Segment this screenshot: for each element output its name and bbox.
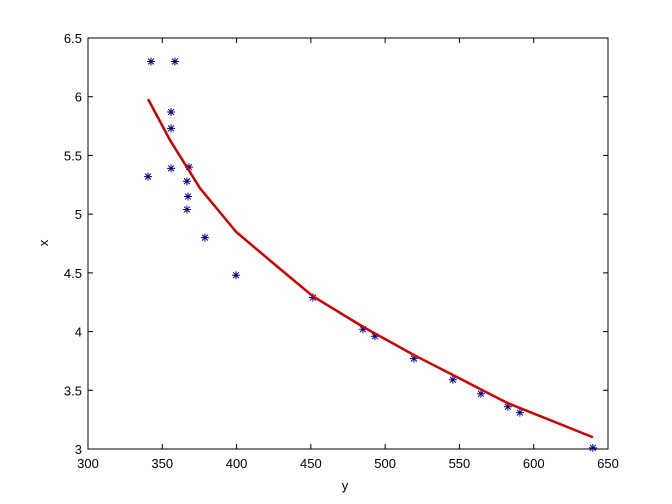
y-tick-label: 3: [75, 442, 82, 457]
x-tick-label: 450: [300, 456, 322, 471]
y-tick-label: 3.5: [64, 383, 82, 398]
x-tick-label: 550: [449, 456, 471, 471]
data-point: [515, 408, 524, 417]
data-point: [167, 124, 176, 133]
x-tick-label: 350: [151, 456, 173, 471]
axes-box: [87, 37, 609, 450]
y-tick-label: 6: [75, 90, 82, 105]
x-axis-label: y: [342, 478, 349, 493]
x-tick-label: 400: [226, 456, 248, 471]
fit-curve: [146, 98, 594, 439]
x-tick-label: 650: [597, 456, 619, 471]
y-tick-label: 6.5: [64, 31, 82, 46]
data-point: [182, 177, 191, 186]
data-point: [476, 389, 485, 398]
x-tick-label: 500: [374, 456, 396, 471]
data-point: [370, 332, 379, 341]
data-point: [170, 57, 179, 66]
x-tick-label: 600: [523, 456, 545, 471]
data-point: [167, 164, 176, 173]
y-tick-label: 5: [75, 207, 82, 222]
data-point: [448, 375, 457, 384]
data-point: [182, 205, 191, 214]
y-axis-label: x: [36, 239, 51, 246]
data-point: [588, 443, 597, 452]
data-point: [503, 402, 512, 411]
y-tick-label: 4: [75, 325, 82, 340]
x-tick-label: 300: [77, 456, 99, 471]
data-point: [231, 271, 240, 280]
data-point: [167, 107, 176, 116]
y-tick-label: 5.5: [64, 148, 82, 163]
data-point: [146, 57, 155, 66]
data-point: [409, 354, 418, 363]
data-point: [185, 163, 194, 172]
data-point: [144, 172, 153, 181]
data-point: [200, 233, 209, 242]
data-point: [359, 325, 368, 334]
data-point: [183, 192, 192, 201]
y-tick-label: 4.5: [64, 266, 82, 281]
